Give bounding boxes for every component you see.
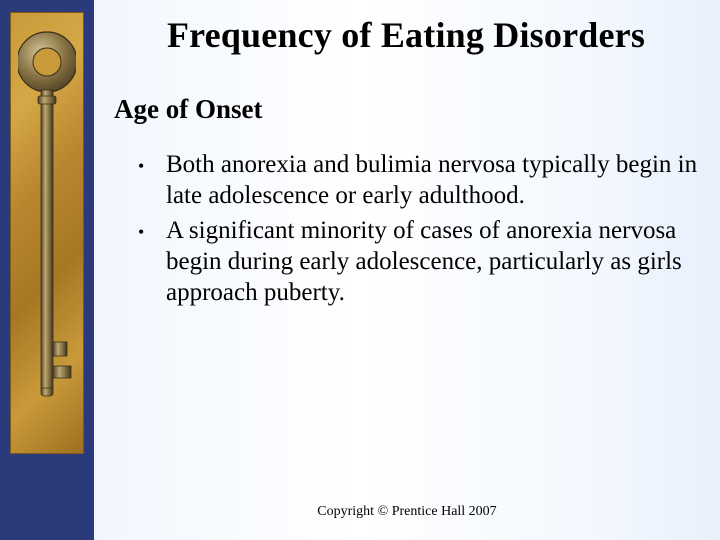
slide-subheading: Age of Onset bbox=[114, 94, 700, 125]
copyright-footer: Copyright © Prentice Hall 2007 bbox=[94, 504, 720, 520]
bullet-list: • Both anorexia and bulimia nervosa typi… bbox=[138, 149, 700, 308]
bullet-text: A significant minority of cases of anore… bbox=[166, 215, 700, 308]
bullet-icon: • bbox=[138, 215, 166, 249]
list-item: • A significant minority of cases of ano… bbox=[138, 215, 700, 308]
bullet-icon: • bbox=[138, 149, 166, 183]
slide-content: Frequency of Eating Disorders Age of Ons… bbox=[94, 0, 720, 540]
sidebar-stripe bbox=[0, 0, 94, 540]
bullet-text: Both anorexia and bulimia nervosa typica… bbox=[166, 149, 700, 211]
list-item: • Both anorexia and bulimia nervosa typi… bbox=[138, 149, 700, 211]
key-icon bbox=[18, 22, 76, 442]
slide-title: Frequency of Eating Disorders bbox=[112, 14, 700, 56]
